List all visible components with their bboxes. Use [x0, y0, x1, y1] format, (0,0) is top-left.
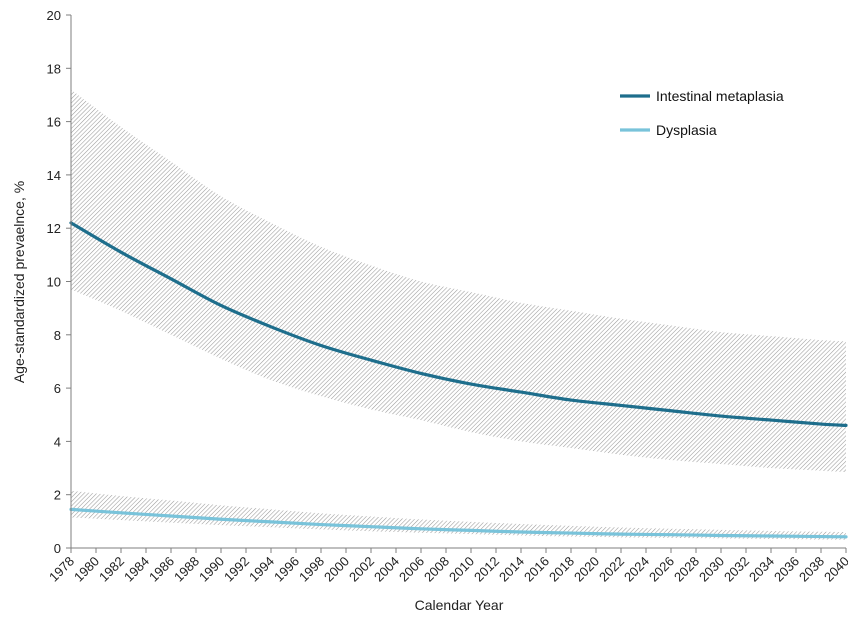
- x-tick-label: 2000: [321, 554, 352, 585]
- x-tick-label: 2006: [396, 554, 427, 585]
- x-tick-label: 1986: [146, 554, 177, 585]
- x-tick-label: 2026: [646, 554, 677, 585]
- x-tick-label: 2024: [621, 554, 652, 585]
- x-tick-label: 2034: [746, 554, 777, 585]
- x-axis-title: Calendar Year: [415, 597, 504, 613]
- x-tick-label: 2032: [721, 554, 752, 585]
- x-tick-label: 1984: [121, 554, 152, 585]
- band-dysplasia: [71, 490, 846, 540]
- y-tick-label: 0: [54, 541, 61, 556]
- x-tick-label: 2018: [546, 554, 577, 585]
- band-intestinal-metaplasia: [71, 89, 846, 473]
- x-tick-label: 2002: [346, 554, 377, 585]
- x-tick-label: 1994: [246, 554, 277, 585]
- x-tick-label: 2038: [796, 554, 827, 585]
- x-tick-label: 2004: [371, 554, 402, 585]
- x-tick-label: 1998: [296, 554, 327, 585]
- y-tick-label: 20: [47, 8, 61, 23]
- x-tick-label: 2020: [571, 554, 602, 585]
- y-tick-label: 10: [47, 275, 61, 290]
- x-tick-label: 2016: [521, 554, 552, 585]
- line-intestinal-metaplasia: [69, 221, 848, 428]
- x-tick-label: 2012: [471, 554, 502, 585]
- series-lines: [69, 221, 848, 539]
- x-tick-label: 1982: [96, 554, 127, 585]
- x-tick-label: 2008: [421, 554, 452, 585]
- x-tick-label: 2036: [771, 554, 802, 585]
- x-tick-label: 1980: [71, 554, 102, 585]
- y-tick-label: 2: [54, 488, 61, 503]
- legend: Intestinal metaplasia Dysplasia: [620, 88, 784, 138]
- x-tick-label: 2010: [446, 554, 477, 585]
- y-tick-label: 6: [54, 381, 61, 396]
- legend-label: Intestinal metaplasia: [656, 88, 784, 104]
- x-tick-label: 1992: [221, 554, 252, 585]
- x-tick-label: 2030: [696, 554, 727, 585]
- line-dysplasia: [69, 507, 848, 539]
- x-tick-label: 2040: [821, 554, 848, 585]
- y-tick-label: 4: [54, 434, 61, 449]
- x-tick-label: 2014: [496, 554, 527, 585]
- y-tick-label: 8: [54, 328, 61, 343]
- confidence-bands: [71, 89, 846, 540]
- y-tick-label: 12: [47, 221, 61, 236]
- y-tick-label: 18: [47, 61, 61, 76]
- x-tick-label: 1988: [171, 554, 202, 585]
- x-tick-label: 1978: [46, 554, 77, 585]
- x-tick-label: 1990: [196, 554, 227, 585]
- legend-label: Dysplasia: [656, 122, 717, 138]
- y-tick-label: 14: [47, 168, 61, 183]
- y-tick-label: 16: [47, 115, 61, 130]
- y-axis-title: Age-standardized prevaelnce, %: [11, 181, 27, 383]
- x-tick-label: 1996: [271, 554, 302, 585]
- x-tick-label: 2028: [671, 554, 702, 585]
- x-tick-label: 2022: [596, 554, 627, 585]
